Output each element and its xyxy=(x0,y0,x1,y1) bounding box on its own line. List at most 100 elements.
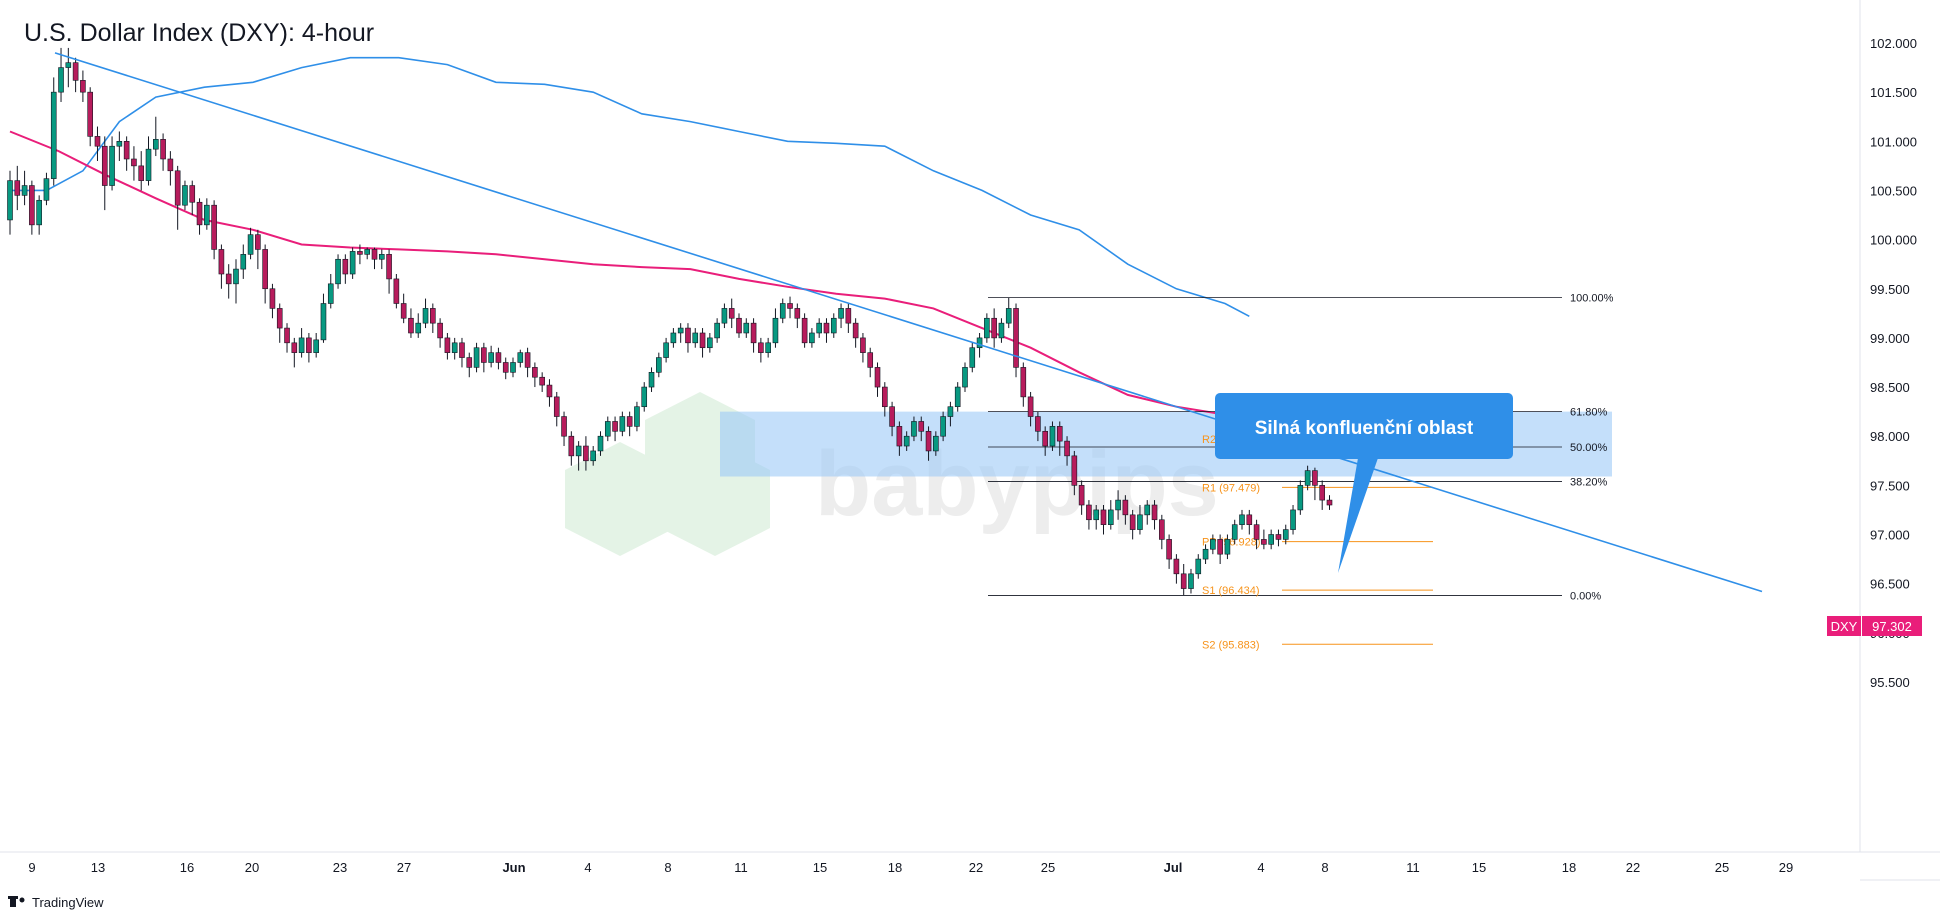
x-tick-label: 18 xyxy=(888,860,902,875)
candle-body xyxy=(481,347,487,363)
candle-body xyxy=(291,342,298,353)
x-tick-label: 11 xyxy=(734,860,748,875)
candle-body xyxy=(1071,455,1078,486)
candle-body xyxy=(1078,485,1085,506)
price-label-symbol-bg xyxy=(1827,616,1861,636)
candle-body xyxy=(313,339,319,353)
candle-body xyxy=(240,254,247,270)
candle-body xyxy=(94,136,101,147)
fib-level-label: 38.20% xyxy=(1570,476,1608,488)
candle-body xyxy=(677,327,684,334)
candle-body xyxy=(167,158,174,172)
candles-layer xyxy=(7,47,1333,596)
candle-body xyxy=(1180,573,1187,589)
candle-body xyxy=(590,450,597,462)
candle-body xyxy=(517,352,524,363)
candle-body xyxy=(349,251,356,275)
candle-body xyxy=(174,170,181,206)
candle-body xyxy=(721,308,728,324)
candle-body xyxy=(357,251,363,255)
candle-body xyxy=(1115,499,1121,511)
candle-body xyxy=(1312,470,1318,486)
x-tick-label: 29 xyxy=(1779,860,1793,875)
candle-body xyxy=(284,327,290,344)
candle-body xyxy=(87,91,93,137)
candle-body xyxy=(823,322,830,334)
pivot-label: S1 (96.434) xyxy=(1202,585,1259,597)
candle-body xyxy=(43,178,50,201)
candle-body xyxy=(809,332,815,344)
candle-body xyxy=(459,342,465,358)
tradingview-logo-icon-top xyxy=(8,896,18,899)
candle-body xyxy=(182,185,188,206)
y-tick-label: 101.500 xyxy=(1870,85,1917,100)
candle-body xyxy=(779,303,786,319)
candle-body xyxy=(1056,426,1063,442)
trendline-layer xyxy=(54,52,1763,593)
candle-body xyxy=(896,426,903,447)
candle-body xyxy=(233,268,239,285)
candle-body xyxy=(1282,529,1289,540)
x-tick-label: 8 xyxy=(1321,860,1328,875)
x-tick-label: Jun xyxy=(502,860,525,875)
candle-body xyxy=(772,317,779,344)
candle-body xyxy=(65,62,72,68)
candle-body xyxy=(1202,548,1209,560)
x-tick-label: 4 xyxy=(1257,860,1264,875)
candle-body xyxy=(925,430,932,452)
candle-body xyxy=(1210,539,1216,550)
tradingview-logo[interactable]: TradingView xyxy=(8,895,104,910)
candle-body xyxy=(524,352,531,368)
candle-body xyxy=(14,180,21,196)
candle-body xyxy=(1159,519,1165,540)
candle-body xyxy=(101,145,108,186)
y-tick-label: 99.000 xyxy=(1870,331,1910,346)
candle-body xyxy=(1093,509,1100,521)
x-tick-label: 13 xyxy=(91,860,105,875)
candle-body xyxy=(1239,514,1245,525)
candle-body xyxy=(1005,308,1012,324)
x-axis: 9 13 16 20 23 27 Jun 4 8 11 15 18 22 25 Jul 4 8 11 15 18 22 2… xyxy=(28,860,1793,875)
candle-body xyxy=(138,165,145,181)
tradingview-logo-icon xyxy=(10,896,16,907)
candle-body xyxy=(408,317,414,334)
candle-body xyxy=(918,421,925,432)
candle-body xyxy=(641,386,648,408)
candle-body xyxy=(123,141,130,160)
x-tick-label: 20 xyxy=(245,860,259,875)
candle-body xyxy=(247,234,254,255)
candle-body xyxy=(845,308,852,324)
candle-body xyxy=(225,273,232,285)
candle-body xyxy=(50,91,57,179)
candle-body xyxy=(597,435,604,452)
candle-body xyxy=(816,322,822,334)
fib-level-label: 61.80% xyxy=(1570,407,1608,419)
candle-body xyxy=(1122,499,1129,516)
candle-body xyxy=(1042,430,1048,447)
candle-body xyxy=(962,367,968,388)
price-label-symbol: DXY xyxy=(1831,619,1858,634)
candle-body xyxy=(881,386,888,408)
candle-body xyxy=(984,317,990,339)
candle-body xyxy=(867,352,874,368)
callout-text: Silná konfluenční oblast xyxy=(1255,418,1474,439)
y-tick-label: 100.000 xyxy=(1870,233,1917,248)
candle-body xyxy=(58,67,64,93)
price-label-value: 97.302 xyxy=(1872,619,1912,634)
y-tick-label: 99.500 xyxy=(1870,282,1910,297)
tradingview-brand: TradingView xyxy=(32,895,104,910)
candle-body xyxy=(495,352,502,363)
x-tick-label: 25 xyxy=(1715,860,1729,875)
candle-body xyxy=(437,322,443,339)
candle-body xyxy=(153,139,159,150)
x-tick-label: 9 xyxy=(28,860,35,875)
candle-body xyxy=(1144,504,1151,516)
candle-body xyxy=(998,322,1005,339)
candle-body xyxy=(1231,524,1238,540)
y-tick-label: 101.000 xyxy=(1870,134,1917,149)
candle-body xyxy=(743,322,750,334)
y-tick-label: 98.500 xyxy=(1870,380,1910,395)
candle-body xyxy=(626,416,633,427)
x-tick-label: 22 xyxy=(969,860,983,875)
